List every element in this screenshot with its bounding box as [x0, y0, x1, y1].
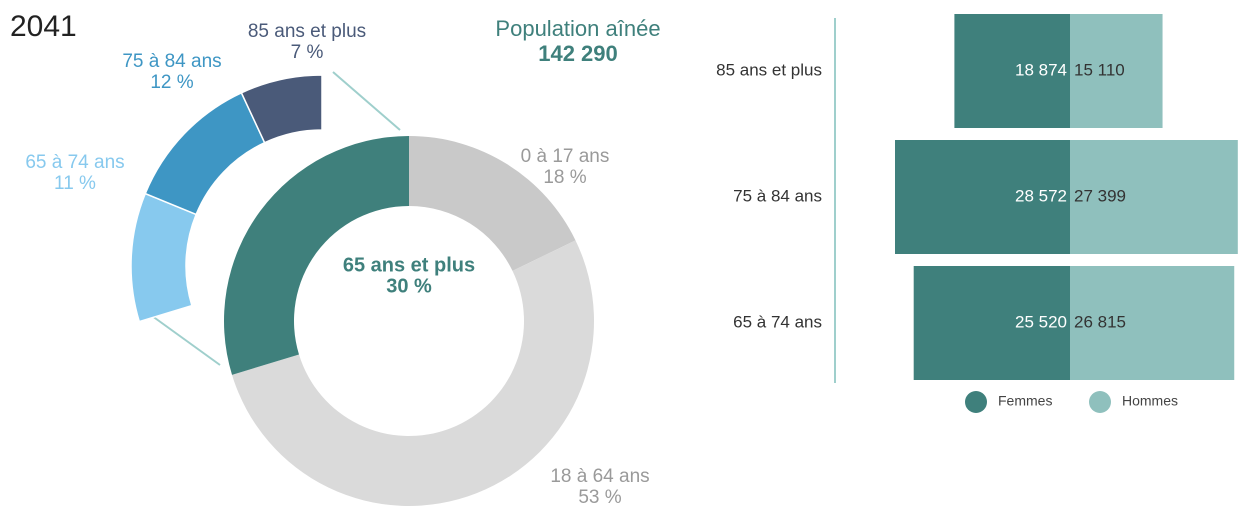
connector: [147, 312, 221, 366]
bar: [913, 266, 1070, 380]
bar: [1070, 14, 1163, 128]
donut-segment: [409, 136, 576, 271]
year-title: 2041: [10, 10, 77, 43]
segment-label: 0 à 17 ans: [521, 146, 610, 167]
legend-swatch: [1089, 391, 1111, 413]
category-label: 85 ans et plus: [716, 60, 822, 79]
bar: [895, 140, 1070, 254]
legend-label: Femmes: [998, 393, 1052, 409]
legend-label: Hommes: [1122, 393, 1178, 409]
segment-label: 18 à 64 ans: [550, 466, 649, 487]
bar: [1070, 140, 1238, 254]
headline-total: 142 290: [538, 41, 618, 66]
bar: [954, 14, 1070, 128]
breakdown-label: 7 %: [291, 42, 324, 63]
segment-label: 18 %: [543, 167, 586, 188]
breakdown-label: 12 %: [150, 72, 193, 93]
segment-label: 30 %: [386, 275, 432, 297]
bar: [1070, 266, 1235, 380]
segment-label: 53 %: [578, 487, 621, 508]
value-label: 18 874: [1015, 60, 1067, 79]
breakdown-segment: [240, 74, 323, 144]
donut-segment: [232, 240, 594, 506]
connector: [332, 71, 401, 131]
breakdown-segment: [144, 91, 266, 216]
breakdown-label: 11 %: [54, 173, 96, 194]
breakdown-label: 75 à 84 ans: [122, 51, 221, 72]
breakdown-label: 85 ans et plus: [248, 21, 366, 42]
value-label: 26 815: [1074, 312, 1126, 331]
breakdown-segment: [130, 192, 198, 323]
value-label: 15 110: [1074, 60, 1125, 79]
category-label: 65 à 74 ans: [733, 312, 822, 331]
category-label: 75 à 84 ans: [733, 186, 822, 205]
value-label: 25 520: [1015, 312, 1067, 331]
headline: Population aînée: [495, 16, 660, 41]
breakdown-label: 65 à 74 ans: [25, 152, 124, 173]
value-label: 27 399: [1074, 186, 1126, 205]
donut-segment: [223, 135, 409, 375]
value-label: 28 572: [1015, 186, 1067, 205]
segment-label: 65 ans et plus: [343, 254, 475, 276]
legend-swatch: [965, 391, 987, 413]
